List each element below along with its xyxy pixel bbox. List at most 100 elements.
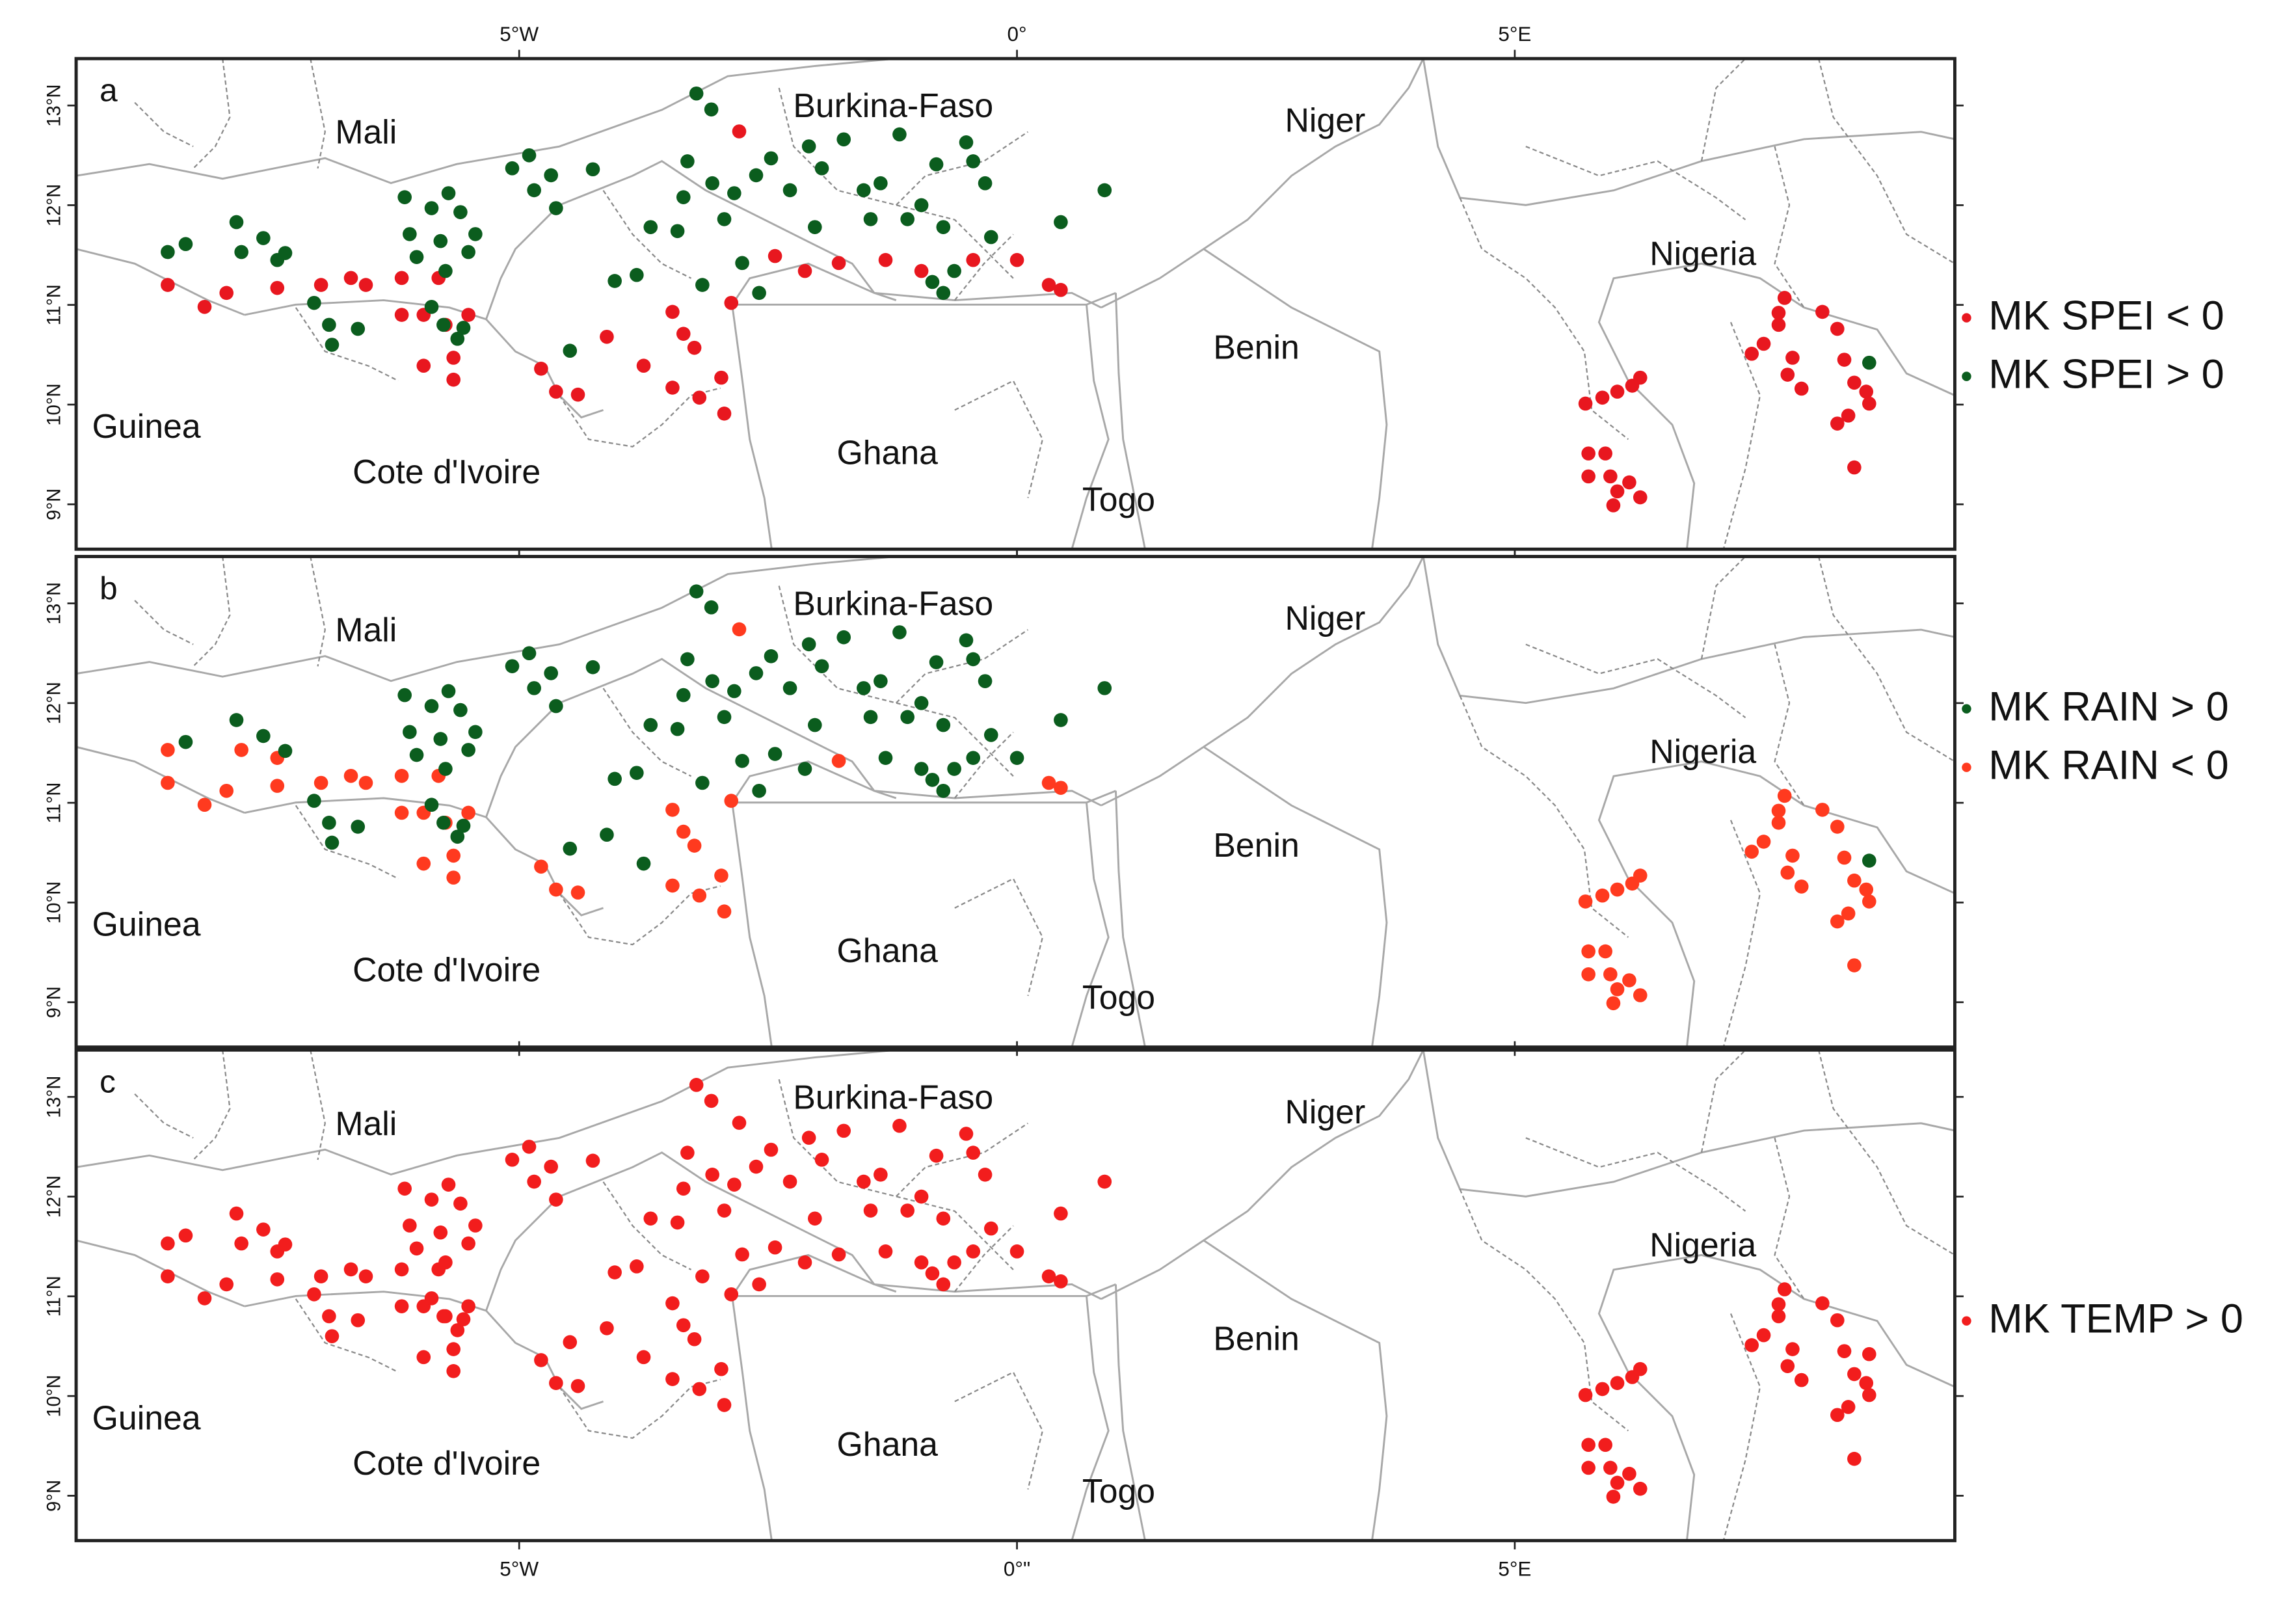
station-dot — [966, 154, 981, 168]
station-dot — [959, 633, 974, 648]
station-dot — [808, 717, 822, 732]
station-dot — [527, 681, 541, 695]
country-label: Burkina-Faso — [793, 87, 993, 124]
station-dot — [857, 681, 871, 695]
station-dot — [983, 728, 998, 742]
y-tick-label: 11°N — [44, 783, 64, 824]
station-dot — [549, 882, 563, 897]
station-dot — [544, 1159, 559, 1174]
map-panel: Mali Burkina-Faso Niger Nigeria Benin Guinea C… — [44, 1041, 1964, 1549]
station-dot — [808, 220, 822, 234]
station-dot — [670, 224, 685, 239]
station-dot — [424, 699, 439, 714]
station-dot — [197, 299, 212, 314]
country-label: Benin — [1213, 328, 1299, 366]
station-dot — [704, 102, 719, 117]
station-dot — [441, 1177, 456, 1192]
station-dot — [724, 794, 739, 808]
station-dot — [665, 304, 680, 319]
station-dot — [1837, 353, 1852, 367]
station-dot — [409, 250, 424, 264]
station-dot — [687, 838, 702, 853]
station-dot — [878, 252, 893, 267]
station-dot — [325, 1329, 340, 1343]
y-tick-label: 12°N — [44, 184, 64, 226]
station-dot — [1830, 914, 1845, 929]
station-dot — [456, 1312, 471, 1326]
station-dot — [397, 190, 412, 204]
station-dot — [433, 234, 448, 248]
station-dot — [178, 1228, 193, 1243]
station-dot — [797, 762, 812, 776]
station-dot — [403, 1218, 417, 1233]
station-dot — [461, 743, 475, 757]
station-dot — [1862, 396, 1876, 411]
station-dot — [717, 710, 732, 725]
station-dot — [441, 186, 456, 200]
station-dot — [1830, 321, 1845, 336]
station-dot — [161, 278, 175, 292]
station-dot — [1847, 1451, 1862, 1466]
station-dot — [178, 237, 193, 252]
country-label: Burkina-Faso — [793, 585, 993, 623]
station-dot — [752, 783, 766, 798]
station-dot — [1862, 355, 1876, 370]
station-dot — [1815, 304, 1830, 319]
station-dot — [527, 1174, 541, 1189]
station-dot — [1785, 848, 1800, 863]
station-dot — [1847, 460, 1862, 475]
station-dot — [436, 317, 451, 332]
station-dot — [665, 1372, 680, 1386]
legend-marker — [1962, 704, 1971, 714]
station-dot — [607, 1265, 622, 1280]
station-dot — [358, 1269, 373, 1283]
station-dot — [1841, 1400, 1856, 1414]
country-label: Benin — [1213, 826, 1299, 864]
panel-content: Mali Burkina-Faso Niger Nigeria Benin Guinea C… — [76, 59, 1955, 550]
station-dot — [1785, 1342, 1800, 1356]
station-dot — [914, 762, 929, 776]
station-dot — [468, 227, 483, 241]
station-dot — [403, 725, 417, 740]
station-dot — [630, 766, 644, 780]
station-dot — [161, 1269, 175, 1283]
station-dot — [307, 794, 321, 808]
station-dot — [857, 1174, 871, 1189]
station-dot — [929, 655, 944, 669]
station-dot — [1837, 1344, 1852, 1358]
station-dot — [229, 1206, 244, 1221]
station-dot — [1581, 446, 1595, 461]
station-dot — [234, 245, 248, 260]
station-dot — [831, 753, 846, 768]
station-dot — [782, 1174, 797, 1189]
station-dot — [1780, 865, 1795, 880]
station-dot — [446, 351, 461, 365]
panel-content: Mali Burkina-Faso Niger Nigeria Benin Guinea C… — [76, 556, 1955, 1047]
station-dot — [959, 135, 974, 150]
station-dot — [1794, 879, 1809, 894]
station-dot — [936, 220, 951, 234]
station-dot — [314, 1269, 328, 1283]
station-dot — [1054, 1206, 1068, 1221]
station-dot — [343, 1262, 358, 1277]
station-dot — [1859, 882, 1874, 897]
station-dot — [1097, 681, 1112, 695]
station-dot — [534, 859, 548, 874]
station-dot — [450, 1323, 465, 1337]
station-dot — [914, 198, 929, 213]
station-dot — [416, 856, 431, 871]
station-dot — [1581, 967, 1595, 982]
station-dot — [278, 744, 293, 758]
station-dot — [676, 327, 691, 341]
station-dot — [1633, 1481, 1648, 1496]
station-dot — [424, 797, 439, 812]
station-dot — [1633, 1361, 1648, 1376]
station-dot — [695, 775, 710, 790]
station-dot — [836, 132, 851, 147]
station-dot — [522, 646, 537, 661]
station-dot — [1794, 1373, 1809, 1387]
station-dot — [704, 1093, 719, 1108]
station-dot — [808, 1211, 822, 1226]
station-dot — [505, 1153, 520, 1167]
